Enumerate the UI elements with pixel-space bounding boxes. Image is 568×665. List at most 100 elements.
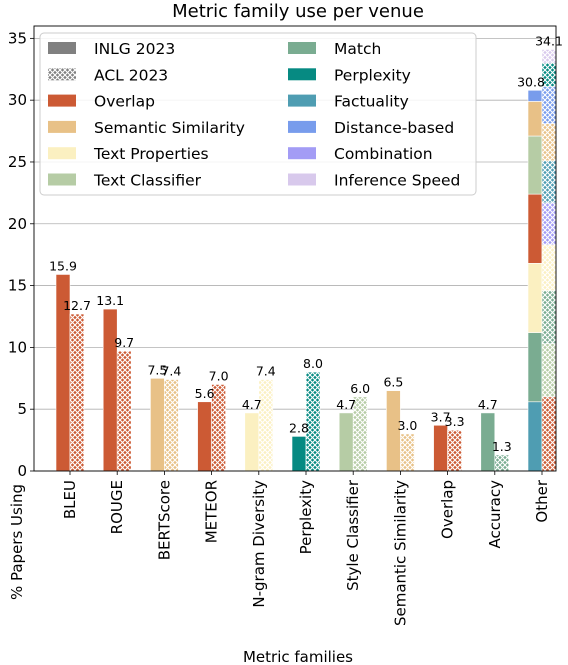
legend-entry: Semantic Similarity xyxy=(48,119,245,137)
bar-label-acl: 9.7 xyxy=(114,335,134,350)
bar-acl xyxy=(305,371,321,472)
stack-segment-inlg xyxy=(527,101,543,137)
bar-inlg xyxy=(291,436,307,472)
bar-acl xyxy=(494,454,510,472)
bar-label-inlg: 13.1 xyxy=(96,293,124,308)
bar-acl-hatch xyxy=(353,396,368,471)
x-tick-label: Accuracy xyxy=(486,480,504,549)
y-tick-label: 15 xyxy=(8,277,27,295)
y-tick-label: 35 xyxy=(8,29,27,47)
y-axis-label: % Papers Using xyxy=(8,484,26,600)
legend-swatch xyxy=(48,173,76,186)
axes: 0 5 10 15 20 25 30 35 BLEU ROUGE BERTScore METEOR N-… xyxy=(8,25,557,626)
bar-inlg xyxy=(433,424,448,472)
stack-segment-acl-hatch xyxy=(542,160,556,203)
legend-label: Match xyxy=(334,40,381,58)
legend-swatch xyxy=(288,120,316,133)
stack-segment-inlg-fill xyxy=(527,263,543,333)
legend-label: Factuality xyxy=(334,93,409,111)
x-tick-label: Style Classifier xyxy=(344,479,362,591)
bars xyxy=(55,49,557,472)
legend-label: Perplexity xyxy=(334,66,411,84)
legend-swatch xyxy=(288,94,316,107)
legend-label: Distance-based xyxy=(334,119,454,137)
stack-segment-acl-hatch xyxy=(542,290,556,344)
bar-label-acl: 12.7 xyxy=(63,298,91,313)
legend-label: Combination xyxy=(334,145,433,163)
legend-entry: Text Classifier xyxy=(48,172,202,190)
bar-acl xyxy=(400,433,415,472)
legend-label: Text Classifier xyxy=(93,172,202,190)
bar-inlg-fill xyxy=(102,308,118,472)
legend-swatch xyxy=(288,147,316,160)
bar-label-inlg: 6.5 xyxy=(383,375,403,390)
bar-inlg xyxy=(244,412,260,472)
bar-inlg xyxy=(338,412,354,472)
bar-label-other-acl: 34.1 xyxy=(535,33,563,48)
legend-swatch-hatch xyxy=(48,68,76,81)
legend-swatch xyxy=(48,94,76,107)
stack-segment-acl xyxy=(541,202,557,246)
stack-segment-acl-hatch xyxy=(542,202,556,245)
legend-label: ACL 2023 xyxy=(94,66,168,84)
stack-segment-inlg xyxy=(527,263,543,333)
bar-inlg-fill xyxy=(291,436,307,472)
bar-inlg-fill xyxy=(433,424,448,472)
bar-acl-hatch xyxy=(70,314,84,471)
y-tick-label: 0 xyxy=(17,462,27,480)
bar-acl-hatch xyxy=(447,430,462,471)
bar-acl xyxy=(164,379,179,472)
x-tick-label: Perplexity xyxy=(297,480,315,554)
stack-segment-inlg-fill xyxy=(527,135,543,195)
stack-segment-acl xyxy=(541,343,557,398)
bar-inlg-fill xyxy=(338,412,354,472)
bar-label-acl: 6.0 xyxy=(350,381,370,396)
stack-segment-acl xyxy=(541,396,557,472)
legend-label: Inference Speed xyxy=(334,172,460,190)
stack-segment-inlg-fill xyxy=(527,89,543,102)
stack-segment-inlg-fill xyxy=(527,332,543,403)
legend-entry: Inference Speed xyxy=(288,172,460,190)
bar-acl xyxy=(447,429,462,472)
y-tick-label: 25 xyxy=(8,153,27,171)
y-tick-label: 30 xyxy=(8,91,27,109)
bar-inlg-fill xyxy=(150,377,165,472)
legend-box xyxy=(39,32,477,196)
stack-segment-acl-hatch xyxy=(542,244,556,291)
stack-segment-acl-hatch xyxy=(542,86,556,124)
stack-segment-acl-hatch xyxy=(542,49,556,64)
bar-acl xyxy=(116,350,132,472)
legend-entry: ACL 2023 xyxy=(48,66,168,84)
stack-segment-acl xyxy=(541,49,557,64)
bar-label-acl: 7.4 xyxy=(161,364,181,379)
bar-label-inlg: 4.7 xyxy=(478,397,498,412)
bar-label-acl: 3.3 xyxy=(445,414,465,429)
x-tick-label: BERTScore xyxy=(155,480,173,560)
stack-segment-acl-hatch xyxy=(542,63,556,87)
legend-swatch xyxy=(288,173,316,186)
legend-label: Semantic Similarity xyxy=(94,119,245,137)
stack-segment-acl xyxy=(541,86,557,124)
chart-title: Metric family use per venue xyxy=(172,1,424,22)
bar-inlg xyxy=(102,308,118,472)
bar-label-inlg: 4.7 xyxy=(336,397,356,412)
legend-swatch xyxy=(288,42,316,54)
stack-segment-inlg xyxy=(527,401,543,472)
legend-swatch xyxy=(288,68,316,81)
bar-label-inlg: 2.8 xyxy=(289,420,309,435)
stack-segment-inlg-fill xyxy=(527,401,543,472)
x-axis-label: Metric families xyxy=(243,648,353,665)
bar-acl-hatch xyxy=(306,372,320,471)
bar-acl-hatch xyxy=(494,454,509,471)
bar-acl xyxy=(258,379,274,472)
bar-label-acl: 8.0 xyxy=(303,356,323,371)
bar-acl-hatch xyxy=(400,433,415,471)
y-tick-label: 5 xyxy=(17,400,27,418)
bar-acl-hatch xyxy=(211,384,226,471)
legend-entry: Perplexity xyxy=(288,66,411,84)
plot-frame xyxy=(33,25,557,472)
bar-label-inlg: 3.7 xyxy=(431,409,451,424)
stack-segment-acl-hatch xyxy=(542,343,556,397)
